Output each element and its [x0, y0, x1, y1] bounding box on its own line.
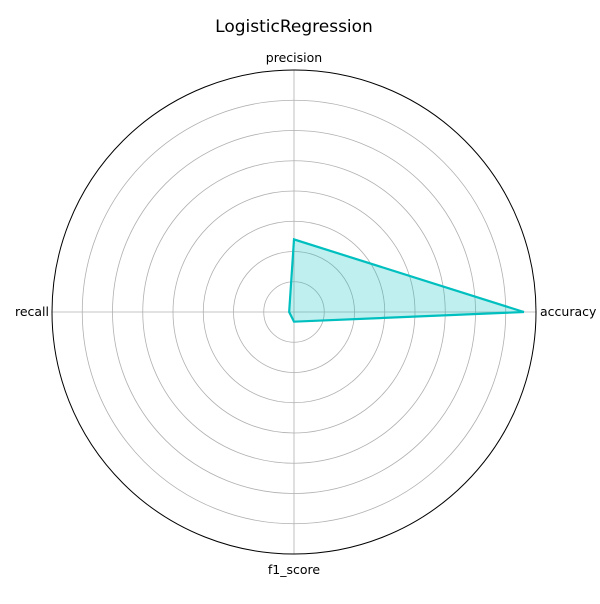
axis-label-f1-score: f1_score: [268, 562, 321, 577]
chart-title: LogisticRegression: [0, 17, 588, 37]
series-area: [289, 239, 524, 321]
axis-label-accuracy: accuracy: [540, 304, 597, 319]
axis-label-recall: recall: [15, 304, 49, 319]
axis-label-precision: precision: [266, 50, 322, 65]
